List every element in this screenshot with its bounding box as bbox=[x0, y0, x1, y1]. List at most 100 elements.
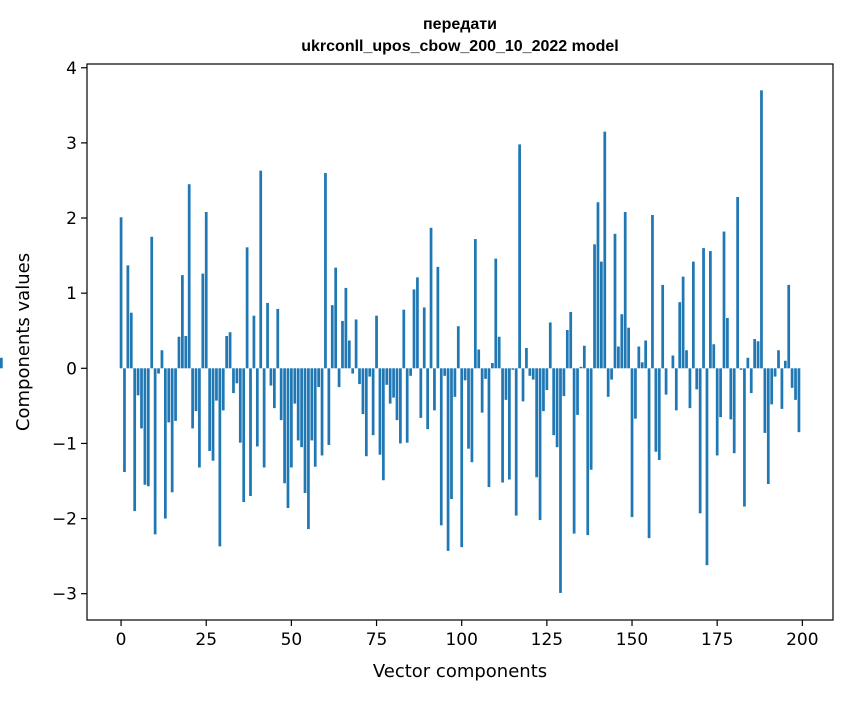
bar bbox=[440, 368, 443, 525]
bar bbox=[467, 368, 470, 448]
bar bbox=[283, 368, 286, 483]
bar bbox=[133, 368, 136, 511]
bar bbox=[379, 368, 382, 454]
bar bbox=[290, 368, 293, 467]
bar bbox=[304, 368, 307, 493]
bar bbox=[225, 336, 228, 368]
bar bbox=[215, 368, 218, 400]
bar bbox=[178, 337, 181, 369]
y-tick-label: −3 bbox=[52, 585, 77, 605]
bar bbox=[348, 341, 351, 369]
bar bbox=[563, 368, 566, 396]
bar bbox=[130, 313, 133, 369]
bar bbox=[573, 368, 576, 533]
bar bbox=[631, 368, 634, 517]
bar bbox=[120, 217, 123, 368]
bar bbox=[430, 228, 433, 368]
bar bbox=[740, 368, 743, 370]
bar bbox=[385, 368, 388, 385]
bar bbox=[617, 347, 620, 369]
bar bbox=[242, 368, 245, 502]
bar bbox=[770, 368, 773, 404]
bar bbox=[716, 368, 719, 455]
y-tick-label: 3 bbox=[66, 134, 77, 154]
bar bbox=[750, 368, 753, 393]
bar bbox=[774, 368, 777, 376]
bar bbox=[396, 368, 399, 420]
bar bbox=[586, 368, 589, 535]
bar bbox=[324, 173, 327, 368]
bar bbox=[256, 368, 259, 446]
bar bbox=[658, 368, 661, 460]
bar bbox=[317, 368, 320, 387]
bar bbox=[723, 232, 726, 369]
bar bbox=[0, 358, 3, 369]
bar bbox=[229, 332, 232, 368]
bar bbox=[137, 368, 140, 395]
bar bbox=[733, 368, 736, 453]
bar bbox=[355, 319, 358, 368]
bar bbox=[144, 368, 147, 484]
bar bbox=[695, 368, 698, 389]
bar bbox=[167, 368, 170, 422]
x-tick-label: 125 bbox=[531, 630, 563, 650]
bar bbox=[719, 368, 722, 417]
y-tick-label: −1 bbox=[52, 434, 77, 454]
bar bbox=[624, 212, 627, 368]
bar bbox=[239, 368, 242, 442]
bar bbox=[399, 368, 402, 443]
bar bbox=[437, 267, 440, 368]
bar bbox=[556, 368, 559, 447]
bar bbox=[675, 368, 678, 410]
bar bbox=[450, 368, 453, 499]
bar bbox=[760, 90, 763, 368]
bar bbox=[569, 312, 572, 368]
y-tick-label: 4 bbox=[66, 59, 77, 79]
bar bbox=[382, 368, 385, 480]
bar bbox=[164, 368, 167, 518]
bar bbox=[508, 368, 511, 479]
bar bbox=[416, 277, 419, 368]
bar bbox=[259, 171, 262, 369]
bar bbox=[709, 251, 712, 368]
bar bbox=[781, 368, 784, 409]
bar bbox=[515, 368, 518, 515]
bar bbox=[746, 358, 749, 369]
bar bbox=[392, 368, 395, 397]
bar bbox=[501, 368, 504, 482]
bar bbox=[692, 262, 695, 369]
bar bbox=[481, 368, 484, 412]
bar-series bbox=[0, 90, 800, 593]
bar bbox=[791, 368, 794, 388]
bar bbox=[195, 368, 198, 411]
bar bbox=[505, 368, 508, 400]
bar bbox=[464, 368, 467, 380]
bar bbox=[542, 368, 545, 411]
bar bbox=[767, 368, 770, 484]
bar bbox=[454, 368, 457, 397]
bar bbox=[266, 303, 269, 368]
bar bbox=[293, 368, 296, 403]
y-tick-label: 1 bbox=[66, 284, 77, 304]
bar bbox=[655, 368, 658, 451]
bar bbox=[627, 328, 630, 369]
bar bbox=[637, 347, 640, 369]
y-tick-label: 2 bbox=[66, 209, 77, 229]
bar bbox=[443, 368, 446, 376]
bar bbox=[665, 368, 668, 394]
bar bbox=[672, 356, 675, 369]
bar bbox=[232, 368, 235, 393]
bar bbox=[794, 368, 797, 400]
bar bbox=[345, 288, 348, 368]
bar bbox=[753, 339, 756, 368]
bar bbox=[273, 368, 276, 408]
bar bbox=[528, 368, 531, 376]
bar bbox=[184, 336, 187, 368]
bar bbox=[614, 234, 617, 368]
bar bbox=[546, 368, 549, 390]
bar bbox=[161, 350, 164, 368]
bar bbox=[218, 368, 221, 546]
bar bbox=[321, 368, 324, 455]
